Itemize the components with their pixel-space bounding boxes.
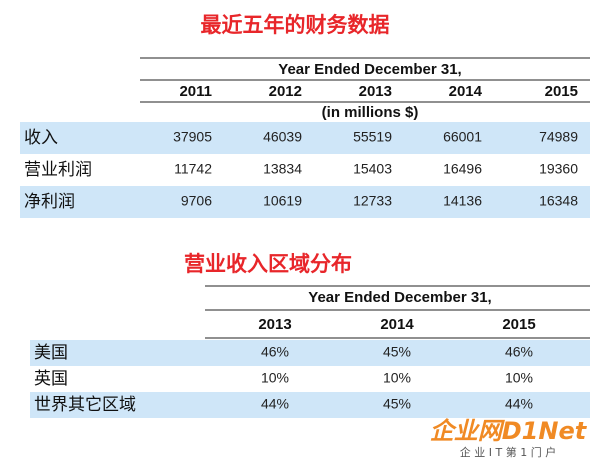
row-label: 美国 bbox=[34, 343, 68, 363]
column-header: 2013 bbox=[359, 83, 392, 100]
column-header: 2012 bbox=[269, 83, 302, 100]
cell: 45% bbox=[383, 396, 411, 412]
title: 营业收入区域分布 bbox=[184, 252, 352, 276]
cell: 16496 bbox=[443, 161, 482, 177]
cell: 44% bbox=[261, 396, 289, 412]
cell: 9706 bbox=[181, 193, 212, 209]
cell: 10% bbox=[383, 370, 411, 386]
row-label: 营业利润 bbox=[24, 160, 92, 180]
cell: 15403 bbox=[353, 161, 392, 177]
period-header: Year Ended December 31, bbox=[278, 61, 461, 78]
title: 最近五年的财务数据 bbox=[201, 13, 390, 37]
row-label: 世界其它区域 bbox=[34, 395, 136, 415]
cell: 11742 bbox=[174, 161, 212, 177]
cell: 14136 bbox=[443, 193, 482, 209]
cell: 19360 bbox=[539, 161, 578, 177]
cell: 12733 bbox=[353, 193, 392, 209]
cell: 44% bbox=[505, 396, 533, 412]
cell: 13834 bbox=[263, 161, 302, 177]
row-label: 净利润 bbox=[24, 192, 75, 212]
cell: 10% bbox=[261, 370, 289, 386]
cell: 45% bbox=[383, 344, 411, 360]
watermark: 企业网D1Net 企 业 I T 第 1 门 户 bbox=[430, 417, 588, 459]
cell: 37905 bbox=[173, 129, 212, 145]
cell: 74989 bbox=[539, 129, 578, 145]
cell: 46% bbox=[505, 344, 533, 360]
cell: 10619 bbox=[263, 193, 302, 209]
cell: 16348 bbox=[539, 193, 578, 209]
row-background bbox=[30, 392, 590, 418]
column-header: 2015 bbox=[502, 316, 535, 333]
column-header: 2013 bbox=[258, 316, 291, 333]
row-label: 收入 bbox=[24, 128, 58, 148]
cell: 10% bbox=[505, 370, 533, 386]
column-header: 2015 bbox=[545, 83, 578, 100]
row-background bbox=[30, 340, 590, 366]
cell: 55519 bbox=[353, 129, 392, 145]
row-background bbox=[20, 186, 590, 218]
column-header: 2014 bbox=[380, 316, 414, 333]
row-background bbox=[20, 122, 590, 154]
row-label: 英国 bbox=[34, 369, 68, 389]
cell: 66001 bbox=[443, 129, 482, 145]
cell: 46039 bbox=[263, 129, 302, 145]
period-header: Year Ended December 31, bbox=[308, 289, 491, 306]
brand: 企业网D1Net bbox=[430, 417, 588, 445]
unit-header: (in millions $) bbox=[322, 104, 419, 121]
column-header: 2011 bbox=[179, 83, 212, 100]
tagline: 企 业 I T 第 1 门 户 bbox=[460, 445, 556, 459]
cell: 46% bbox=[261, 344, 289, 360]
column-header: 2014 bbox=[449, 83, 483, 100]
